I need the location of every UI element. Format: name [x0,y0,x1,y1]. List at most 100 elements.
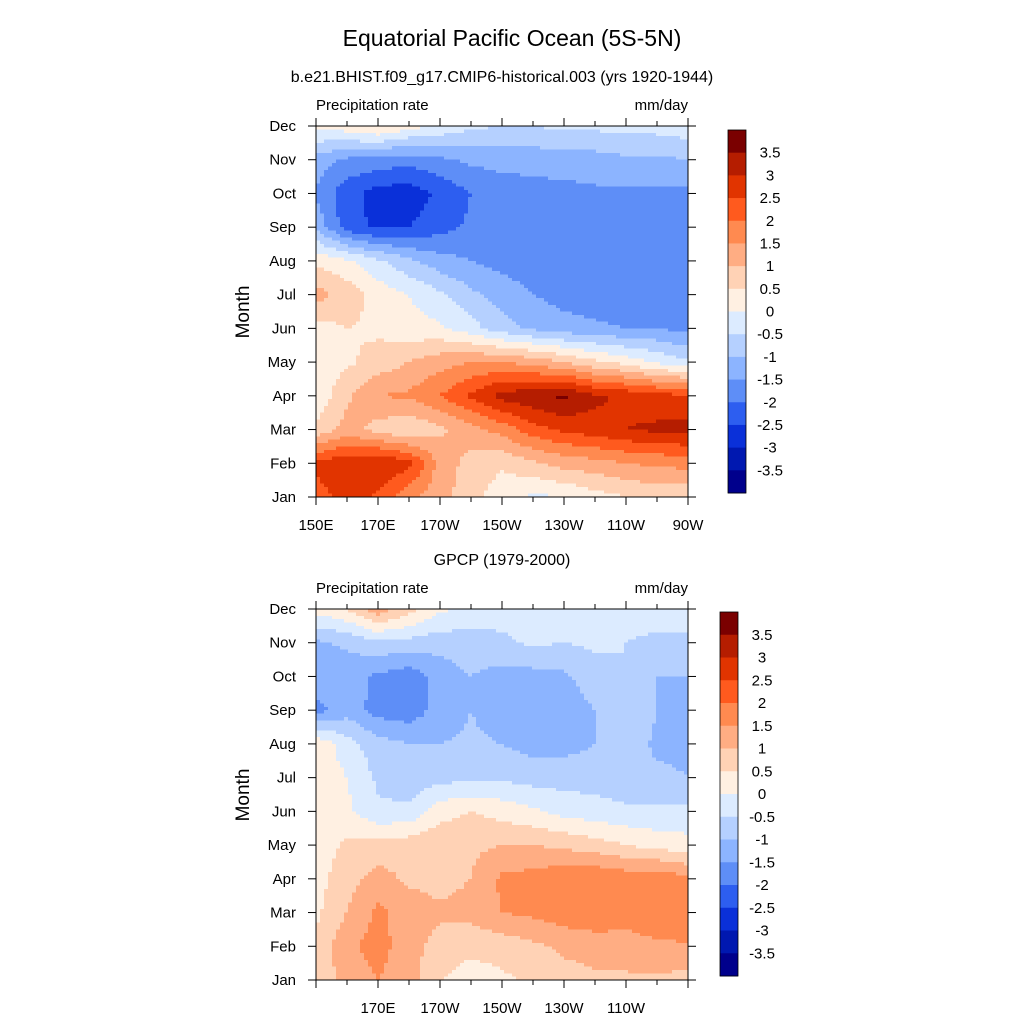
heatmap-cell [520,173,525,178]
heatmap-cell [552,220,557,225]
heatmap-cell [320,260,325,265]
heatmap-cell [628,237,633,242]
heatmap-cell [664,203,669,208]
heatmap-cell [560,294,565,299]
heatmap-cell [636,230,641,235]
heatmap-cell [396,284,401,289]
heatmap-cell [328,179,333,184]
heatmap-cell [620,206,625,211]
heatmap-cell [572,183,577,188]
heatmap-cell [452,146,457,151]
heatmap-cell [564,298,569,302]
heatmap-cell [400,281,405,286]
heatmap-cell [600,210,605,215]
heatmap-cell [324,186,329,191]
heatmap-cell [364,217,369,222]
heatmap-cell [484,190,489,195]
heatmap-cell [392,142,397,147]
heatmap-cell [376,129,381,134]
heatmap-cell [604,281,609,286]
heatmap-cell [568,152,573,157]
heatmap-cell [496,244,501,249]
heatmap-cell [404,233,409,238]
heatmap-cell [600,142,605,147]
heatmap-cell [376,152,381,157]
heatmap-cell [372,166,377,171]
heatmap-cell [400,227,405,232]
heatmap-cell [320,291,325,296]
heatmap-cell [644,284,649,289]
heatmap-cell [588,291,593,296]
heatmap-cell [504,271,509,275]
heatmap-cell [428,301,433,306]
heatmap-cell [500,257,505,262]
heatmap-cell [448,196,453,201]
heatmap-cell [500,129,505,134]
heatmap-cell [644,169,649,174]
heatmap-cell [600,206,605,211]
heatmap-cell [576,257,581,262]
heatmap-cell [600,217,605,222]
heatmap-cell [624,186,629,191]
heatmap-cell [476,179,481,184]
heatmap-cell [376,179,381,184]
heatmap-cell [464,152,469,157]
heatmap-cell [476,247,481,252]
heatmap-cell [656,196,661,201]
heatmap-cell [420,227,425,232]
heatmap-cell [676,223,681,228]
heatmap-cell [316,240,321,245]
heatmap-cell [352,186,357,191]
heatmap-cell [416,186,421,191]
heatmap-cell [432,186,437,191]
heatmap-cell [520,244,525,249]
heatmap-cell [504,274,509,279]
heatmap-cell [368,281,373,286]
heatmap-cell [320,210,325,215]
heatmap-cell [352,264,357,269]
heatmap-cell [388,163,393,168]
heatmap-cell [548,304,553,309]
heatmap-cell [432,298,437,302]
heatmap-cell [492,196,497,201]
heatmap-cell [404,230,409,235]
heatmap-cell [416,287,421,292]
heatmap-cell [576,291,581,296]
heatmap-cell [528,233,533,238]
heatmap-cell [536,230,541,235]
heatmap-cell [524,260,529,265]
heatmap-cell [544,206,549,211]
heatmap-cell [492,267,497,272]
heatmap-cell [680,183,685,188]
heatmap-cell [328,220,333,225]
heatmap-cell [664,257,669,262]
heatmap-cell [488,196,493,201]
heatmap-cell [388,274,393,279]
heatmap-cell [628,210,633,215]
heatmap-cell [680,298,685,302]
heatmap-cell [684,264,689,269]
heatmap-cell [412,139,417,144]
heatmap-cell [588,301,593,306]
heatmap-cell [360,244,365,249]
heatmap-cell [448,294,453,299]
heatmap-cell [492,277,497,282]
heatmap-cell [680,277,685,282]
heatmap-cell [324,233,329,238]
heatmap-cell [600,287,605,292]
heatmap-cell [476,274,481,279]
heatmap-cell [632,183,637,188]
heatmap-cell [604,284,609,289]
heatmap-cell [684,129,689,134]
heatmap-cell [336,264,341,269]
heatmap-cell [612,159,617,164]
heatmap-cell [644,233,649,238]
heatmap-cell [524,240,529,245]
heatmap-cell [564,186,569,191]
heatmap-cell [316,126,321,130]
heatmap-cell [460,291,465,296]
heatmap-cell [608,149,613,154]
heatmap-cell [584,193,589,198]
heatmap-cell [428,244,433,249]
heatmap-cell [432,287,437,292]
